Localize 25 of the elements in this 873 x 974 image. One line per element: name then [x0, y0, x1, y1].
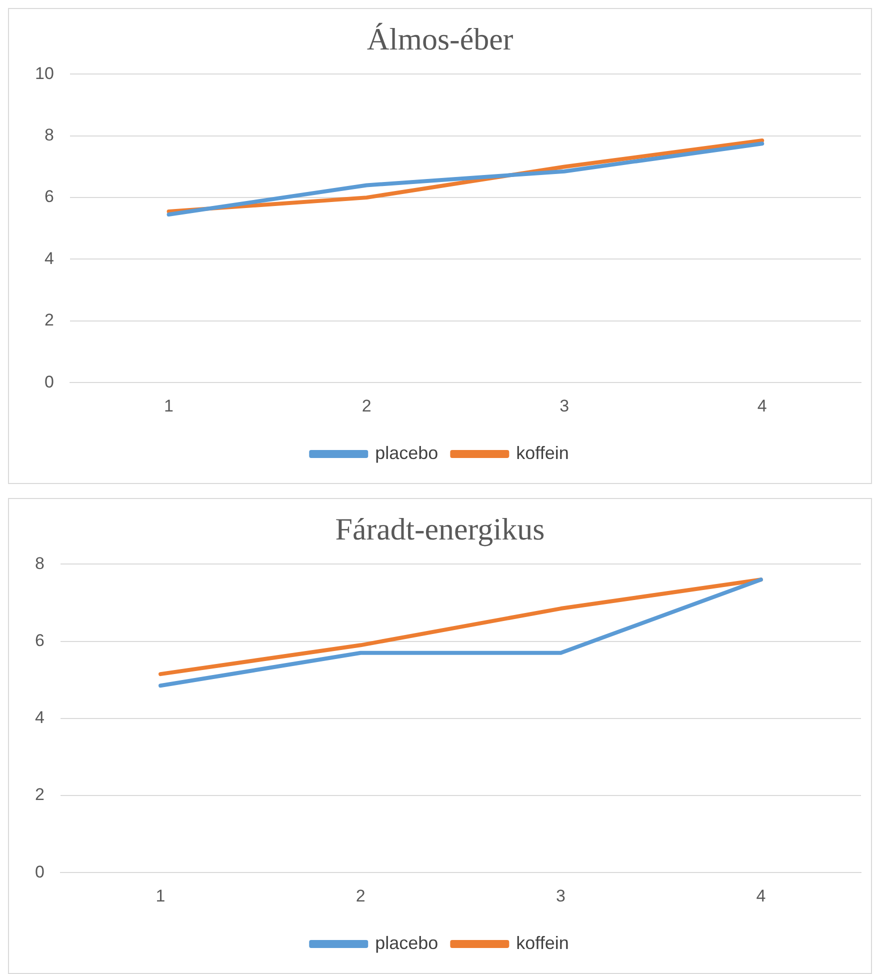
legend-label: placebo — [375, 932, 438, 953]
y-tick-label: 2 — [44, 310, 54, 330]
y-tick-label: 6 — [34, 630, 44, 650]
y-tick-label: 6 — [44, 187, 54, 206]
y-tick-label: 4 — [44, 248, 54, 268]
y-tick-label: 10 — [34, 64, 54, 83]
y-tick-label: 2 — [34, 785, 44, 804]
legend-label: placebo — [375, 442, 438, 463]
x-tick-label: 4 — [757, 396, 767, 416]
y-tick-label: 0 — [34, 862, 44, 882]
x-tick-label: 3 — [556, 886, 566, 906]
x-tick-label: 1 — [156, 886, 166, 906]
chart-title: Álmos-éber — [366, 22, 514, 57]
legend-label: koffein — [516, 442, 569, 463]
x-tick-label: 1 — [164, 396, 174, 416]
x-tick-label: 4 — [756, 886, 766, 906]
x-tick-label: 3 — [560, 396, 570, 416]
y-tick-label: 0 — [44, 372, 54, 392]
y-tick-label: 4 — [34, 708, 44, 728]
x-tick-label: 2 — [356, 886, 366, 906]
chart-title: Fáradt-energikus — [335, 512, 545, 547]
x-tick-label: 2 — [362, 396, 372, 416]
y-tick-label: 8 — [34, 554, 44, 573]
y-tick-label: 8 — [44, 126, 54, 145]
legend-label: koffein — [516, 932, 569, 953]
